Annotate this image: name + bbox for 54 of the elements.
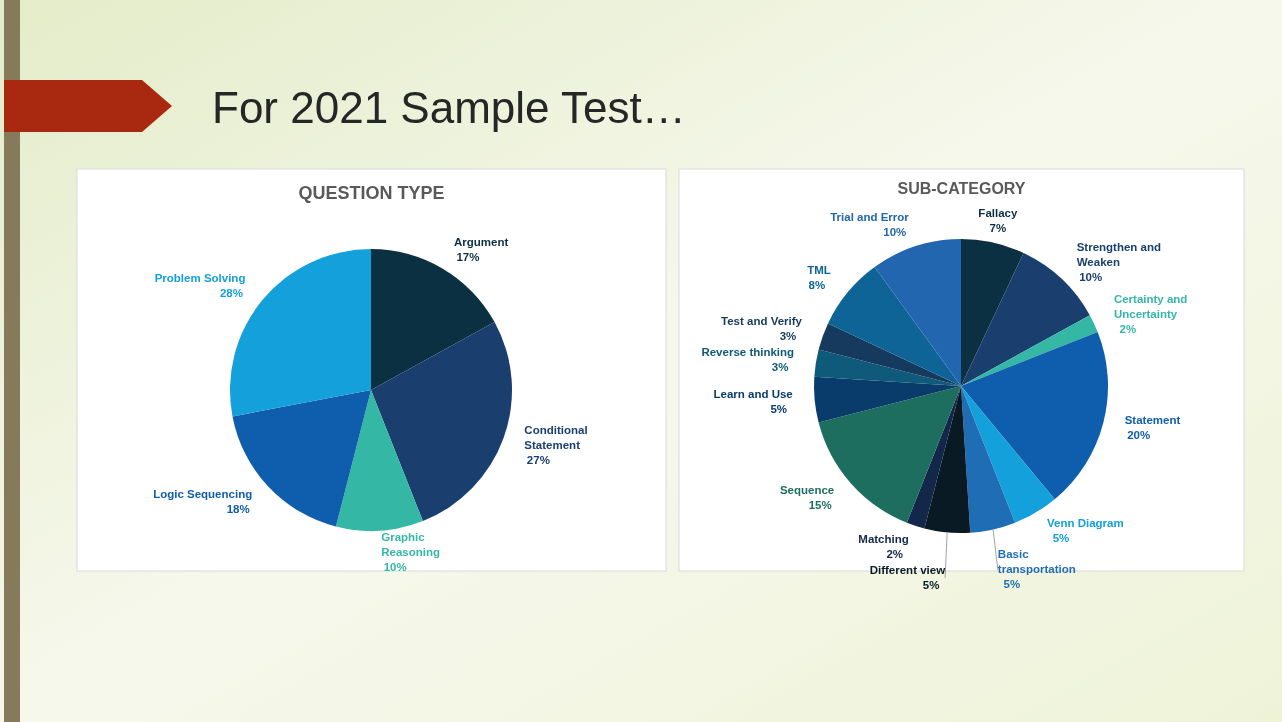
slice-label: TML — [807, 264, 831, 277]
data-label: 10% — [383, 561, 407, 574]
slice-label: Test and Verify — [721, 314, 803, 327]
chart-title: QUESTION TYPE — [298, 183, 445, 203]
slice-label: Problem Solving — [154, 272, 246, 285]
slice-label: Logic Sequencing — [153, 487, 253, 500]
pie-slice — [961, 331, 1108, 500]
pie-slice — [961, 239, 1024, 386]
data-label: 20% — [1127, 429, 1151, 442]
slice-label: Statement — [1124, 414, 1181, 427]
data-label: 5% — [770, 402, 788, 415]
slice-label: Trial and Error — [830, 211, 910, 224]
slice-label: Learn and Use — [713, 387, 793, 400]
pie-slice — [371, 249, 495, 390]
data-label: 5% — [1052, 532, 1070, 545]
slice-label: Certainty and Uncertainty — [1113, 292, 1188, 320]
slice-label: Different view — [869, 563, 946, 576]
data-label: 3% — [779, 329, 797, 342]
pie-slice — [818, 323, 961, 386]
slice-label: Matching — [858, 532, 909, 545]
slice-label: Graphic Reasoning — [381, 531, 441, 559]
data-label: 5% — [1003, 578, 1021, 591]
pie-slice — [814, 376, 961, 423]
slice-label: Conditional Statement — [524, 423, 588, 451]
data-label: 5% — [922, 578, 940, 591]
data-label: 27% — [526, 453, 550, 466]
text: For 2021 Sample Test… — [212, 83, 686, 132]
data-label: 10% — [883, 226, 907, 239]
slice-label: Basic transportation — [997, 548, 1076, 576]
pie-slice — [924, 386, 971, 533]
slice-label: Fallacy — [978, 207, 1018, 220]
slice-label: Argument — [453, 235, 509, 248]
data-label: 18% — [226, 502, 250, 515]
chart-title: SUB-CATEGORY — [897, 180, 1026, 197]
pie-slice — [814, 349, 961, 386]
data-label: 2% — [886, 547, 904, 560]
pie-slice — [906, 386, 961, 529]
data-label: 15% — [808, 498, 832, 511]
pie-slice — [335, 390, 423, 531]
slice-label: Strengthen and Weaken — [1076, 241, 1162, 269]
data-label: 2% — [1119, 322, 1137, 335]
slice-label: Reverse thinking — [701, 345, 795, 358]
pie-slice — [961, 386, 1016, 533]
data-label: 7% — [989, 222, 1007, 235]
pie-slice — [961, 315, 1098, 386]
pie-slice — [874, 239, 961, 386]
data-label: 3% — [771, 360, 789, 373]
slice-label: Sequence — [779, 483, 835, 496]
pie-slice — [371, 322, 512, 522]
data-label: 10% — [1079, 271, 1103, 284]
data-label: 8% — [808, 279, 826, 292]
data-label: 28% — [219, 287, 243, 300]
data-label: 17% — [456, 250, 480, 263]
slice-label: Venn Diagram — [1047, 517, 1124, 530]
